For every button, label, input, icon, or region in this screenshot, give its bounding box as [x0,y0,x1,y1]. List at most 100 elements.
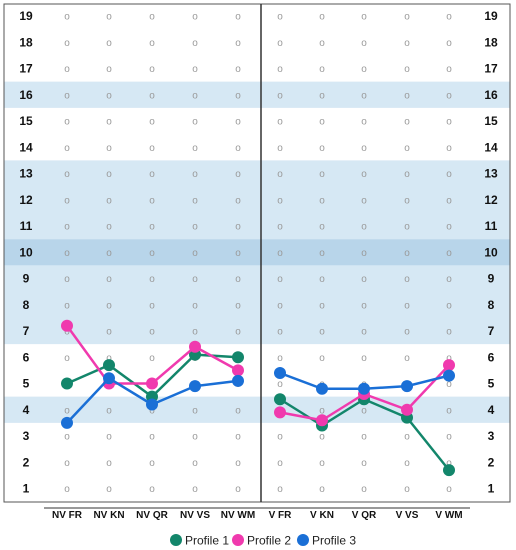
row-label-right: 9 [488,272,495,286]
grid-marker: o [64,169,70,180]
grid-marker: o [319,432,325,443]
data-point-profile-1 [443,464,455,477]
legend-label: Profile 1 [185,534,229,548]
grid-marker: o [106,484,112,495]
grid-marker: o [404,64,410,75]
grid-marker: o [149,300,155,311]
grid-marker: o [319,248,325,259]
grid-marker: o [149,484,155,495]
grid-marker: o [149,169,155,180]
data-point-profile-3 [358,382,370,395]
row-label-left: 14 [19,140,33,154]
grid-marker: o [361,90,367,101]
grid-marker: o [446,274,452,285]
category-label: NV VS [180,510,210,521]
grid-marker: o [319,222,325,233]
grid-marker: o [361,458,367,469]
grid-marker: o [192,195,198,206]
row-label-left: 1 [23,482,30,496]
row-label-right: 16 [484,88,498,102]
grid-marker: o [235,222,241,233]
grid-marker: o [64,327,70,338]
row-label-right: 4 [488,403,495,417]
grid-marker: o [277,38,283,49]
legend-marker [232,534,244,546]
grid-marker: o [319,274,325,285]
grid-marker: o [149,353,155,364]
grid-marker: o [319,405,325,416]
grid-marker: o [446,169,452,180]
grid-marker: o [404,169,410,180]
data-point-profile-1 [232,351,244,364]
row-label-left: 4 [23,403,30,417]
category-label: V FR [269,510,293,521]
grid-marker: o [106,458,112,469]
grid-marker: o [361,169,367,180]
grid-marker: o [404,274,410,285]
grid-marker: o [235,274,241,285]
grid-marker: o [446,458,452,469]
grid-marker: o [277,143,283,154]
grid-marker: o [192,327,198,338]
grid-marker: o [277,117,283,128]
grid-marker: o [446,117,452,128]
grid-marker: o [277,353,283,364]
grid-marker: o [446,300,452,311]
grid-marker: o [319,300,325,311]
band-2 [4,239,510,266]
row-label-left: 18 [19,35,33,49]
grid-marker: o [192,143,198,154]
grid-marker: o [106,353,112,364]
grid-markers: o o o o o o o o o o o o o o o o o o o o o o o o o o o o o o o o o o o o o o o o… [64,12,452,496]
grid-marker: o [361,405,367,416]
grid-marker: o [361,248,367,259]
data-point-profile-3 [274,367,286,379]
grid-marker: o [319,90,325,101]
grid-marker: o [277,222,283,233]
plot-border [3,3,511,503]
data-point-profile-3 [103,372,115,385]
data-point-profile-3 [232,374,244,387]
grid-marker: o [404,143,410,154]
row-label-left: 16 [19,88,33,102]
grid-marker: o [192,300,198,311]
grid-marker: o [192,64,198,75]
legend-label: Profile 3 [312,534,356,548]
grid-marker: o [319,458,325,469]
row-label-right: 11 [485,219,498,233]
grid-marker: o [106,405,112,416]
grid-marker: o [404,248,410,259]
grid-marker: o [404,12,410,23]
grid-marker: o [106,64,112,75]
category-label: V KN [310,510,334,521]
grid-marker: o [361,222,367,233]
grid-marker: o [446,195,452,206]
grid-marker: o [149,143,155,154]
row-label-right: 14 [484,140,498,154]
grid-marker: o [106,432,112,443]
grid-marker: o [106,169,112,180]
grid-marker: o [64,458,70,469]
data-point-profile-3 [146,398,158,411]
grid-marker: o [319,117,325,128]
grid-marker: o [192,248,198,259]
data-point-profile-3 [401,380,413,393]
grid-marker: o [235,12,241,23]
grid-marker: o [64,195,70,206]
row-label-left: 5 [23,377,30,391]
row-label-right: 3 [488,429,495,443]
legend-marker [170,534,182,546]
grid-marker: o [235,248,241,259]
row-label-right: 19 [484,9,498,23]
grid-marker: o [192,274,198,285]
grid-marker: o [446,143,452,154]
grid-marker: o [277,248,283,259]
grid-marker: o [64,484,70,495]
band-1 [4,265,510,345]
category-label: V VS [396,510,419,521]
row-label-left: 9 [23,272,30,286]
grid-marker: o [192,405,198,416]
grid-marker: o [319,353,325,364]
grid-marker: o [106,327,112,338]
